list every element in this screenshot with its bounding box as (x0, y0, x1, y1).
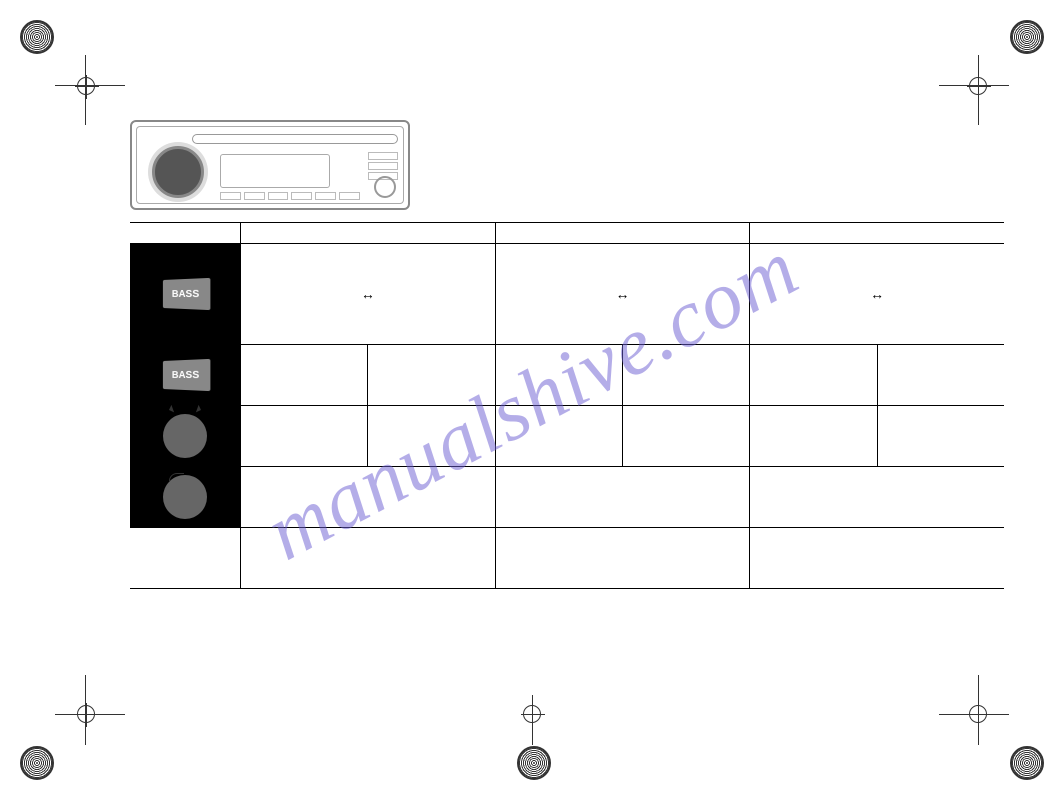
cropmark-bottom-center (492, 700, 572, 780)
page-content: BASS ↔ ↔ ↔ BASS (130, 120, 1004, 589)
step-cell (130, 467, 240, 527)
stereo-illustration (130, 120, 410, 210)
table-row: BASS ↔ ↔ ↔ (130, 244, 1004, 345)
cropmark-bottom-left (20, 700, 100, 780)
bass-button-icon: BASS (163, 278, 210, 310)
table-header-row (130, 223, 1004, 244)
step-cell: BASS (130, 345, 240, 405)
volume-knob-rotate-icon (163, 414, 207, 458)
table-row (130, 467, 1004, 528)
arrow-icon: ↔ (870, 286, 884, 302)
volume-knob-press-icon (163, 475, 207, 519)
step-cell: BASS (130, 244, 240, 344)
table-row (130, 528, 1004, 589)
cropmark-top-right (964, 20, 1044, 100)
step-cell (130, 406, 240, 466)
cropmark-bottom-right (964, 700, 1044, 780)
cropmark-top-left (20, 20, 100, 100)
table-row (130, 406, 1004, 467)
arrow-icon: ↔ (616, 286, 630, 302)
arrow-icon: ↔ (361, 286, 375, 302)
instruction-table: BASS ↔ ↔ ↔ BASS (130, 222, 1004, 589)
bass-button-icon: BASS (163, 359, 210, 391)
table-row: BASS (130, 345, 1004, 406)
